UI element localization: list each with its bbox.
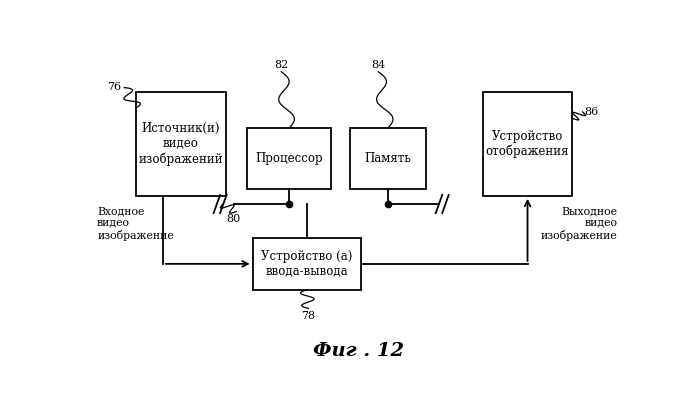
Bar	[247, 128, 331, 189]
Bar	[136, 92, 226, 196]
Bar	[252, 238, 361, 290]
Text: 76: 76	[107, 82, 121, 92]
Text: Источник(и)
видео
изображений: Источник(и) видео изображений	[138, 122, 223, 166]
Bar	[350, 128, 426, 189]
Text: 78: 78	[301, 311, 315, 321]
Text: 82: 82	[274, 60, 289, 70]
Bar	[483, 92, 572, 196]
Text: 86: 86	[584, 107, 599, 117]
Text: 84: 84	[371, 60, 385, 70]
Text: Фиг . 12: Фиг . 12	[312, 342, 404, 360]
Text: 80: 80	[226, 214, 240, 224]
Text: Устройство
отображения: Устройство отображения	[486, 130, 569, 158]
Text: Память: Память	[365, 152, 412, 165]
Text: Выходное
видео
изображение: Выходное видео изображение	[540, 206, 617, 241]
Text: Процессор: Процессор	[255, 152, 323, 165]
Text: Входное
видео
изображение: Входное видео изображение	[97, 206, 174, 241]
Text: Устройство (а)
ввода-вывода: Устройство (а) ввода-вывода	[261, 250, 352, 278]
